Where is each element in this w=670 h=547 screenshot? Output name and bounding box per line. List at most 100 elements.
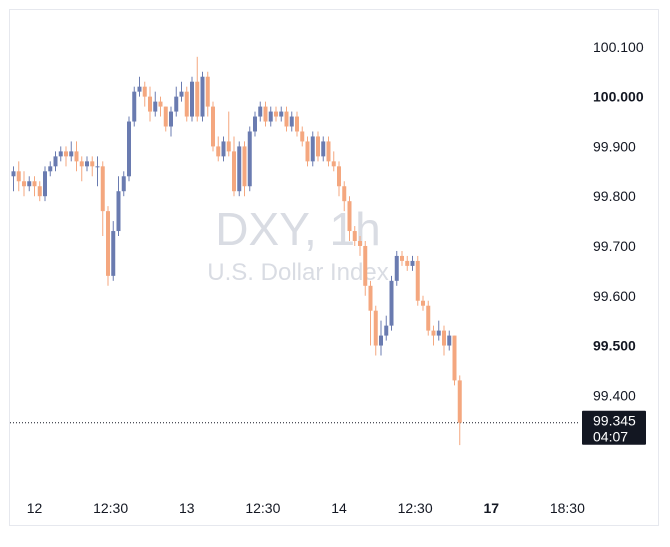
candle-down[interactable] — [16, 171, 21, 182]
candle-up[interactable] — [174, 96, 179, 112]
candle-up[interactable] — [179, 91, 184, 97]
candle-down[interactable] — [148, 96, 152, 112]
candle-down[interactable] — [242, 146, 247, 187]
candle-down[interactable] — [331, 161, 336, 167]
last-price-tag-background — [582, 410, 646, 445]
time-axis-label: 12 — [27, 500, 43, 516]
candle-down[interactable] — [300, 131, 305, 142]
candle-up[interactable] — [247, 131, 252, 187]
candle-down[interactable] — [347, 201, 352, 232]
candle-down[interactable] — [263, 106, 268, 122]
candle-down[interactable] — [337, 166, 341, 187]
candle-up[interactable] — [169, 111, 173, 127]
time-axis-label: 14 — [331, 500, 347, 516]
price-axis-label: 99.700 — [593, 238, 636, 254]
price-axis-label: 99.800 — [593, 188, 636, 204]
candle-down[interactable] — [184, 91, 189, 117]
candle-down[interactable] — [405, 260, 410, 266]
candle-up[interactable] — [58, 151, 63, 157]
candle-up[interactable] — [447, 335, 452, 346]
candle-up[interactable] — [321, 141, 326, 157]
price-axis-label: 99.600 — [593, 288, 636, 304]
candle-down[interactable] — [363, 245, 368, 286]
candle-up[interactable] — [253, 116, 257, 132]
candle-down[interactable] — [352, 231, 357, 241]
candle-down[interactable] — [452, 335, 457, 381]
candle-up[interactable] — [279, 111, 284, 117]
candle-down[interactable] — [305, 141, 310, 162]
candle-down[interactable] — [274, 111, 278, 117]
candle-down[interactable] — [415, 260, 420, 301]
candle-up[interactable] — [69, 151, 74, 157]
candle-down[interactable] — [74, 151, 79, 162]
candle-up[interactable] — [268, 111, 273, 122]
candle-down[interactable] — [442, 330, 446, 346]
candle-up[interactable] — [53, 156, 58, 167]
time-axis-label: 12:30 — [398, 500, 433, 516]
candle-up[interactable] — [153, 101, 158, 112]
candle-down[interactable] — [232, 151, 236, 192]
candle-down[interactable] — [421, 300, 425, 306]
candle-down[interactable] — [316, 136, 320, 157]
candle-down[interactable] — [426, 305, 431, 331]
chart-frame — [9, 9, 659, 526]
candle-up[interactable] — [48, 166, 53, 172]
candle-up[interactable] — [85, 161, 89, 167]
candle-down[interactable] — [158, 101, 163, 107]
candle-down[interactable] — [106, 211, 110, 276]
candle-down[interactable] — [400, 255, 404, 261]
candle-up[interactable] — [43, 171, 47, 197]
candle-down[interactable] — [79, 161, 84, 167]
candle-down[interactable] — [431, 330, 436, 336]
candle-up[interactable] — [121, 176, 126, 192]
candle-up[interactable] — [379, 335, 383, 346]
candle-down[interactable] — [342, 186, 347, 202]
candle-down[interactable] — [226, 141, 231, 152]
candle-down[interactable] — [216, 146, 221, 157]
candle-up[interactable] — [111, 231, 116, 276]
candle-down[interactable] — [326, 141, 331, 162]
candle-up[interactable] — [258, 106, 263, 117]
candle-up[interactable] — [11, 171, 16, 177]
time-axis[interactable]: 12 12:30 13 12:30 14 12:30 17 18:30 — [27, 500, 585, 516]
candle-down[interactable] — [358, 241, 362, 246]
candle-up[interactable] — [132, 91, 137, 122]
candle-down[interactable] — [195, 81, 200, 117]
candle-up[interactable] — [237, 146, 242, 192]
price-axis[interactable]: 100.100 100.000 99.900 99.800 99.700 99.600 99… — [593, 39, 644, 403]
candle-up[interactable] — [27, 181, 32, 187]
candle-up[interactable] — [389, 280, 394, 326]
candle-up[interactable] — [310, 136, 315, 162]
candle-down[interactable] — [90, 161, 95, 167]
candle-up[interactable] — [436, 330, 441, 336]
candle-up[interactable] — [221, 141, 226, 157]
candle-up[interactable] — [394, 255, 399, 281]
candle-down[interactable] — [100, 166, 105, 212]
candle-up[interactable] — [410, 260, 415, 266]
candle-down[interactable] — [163, 106, 168, 127]
candle-up[interactable] — [137, 86, 142, 92]
candle-up[interactable] — [200, 76, 205, 117]
candle-down[interactable] — [142, 86, 147, 97]
candle-down[interactable] — [37, 186, 42, 197]
candle-down[interactable] — [32, 181, 37, 187]
candle-down[interactable] — [205, 76, 210, 107]
candle-up[interactable] — [190, 81, 194, 117]
candle-down[interactable] — [368, 285, 373, 311]
candle-down[interactable] — [284, 111, 289, 127]
candle-up[interactable] — [127, 121, 131, 177]
candle-up[interactable] — [384, 325, 389, 336]
last-price-tag: 99.345 04:07 — [582, 410, 646, 445]
candle-up[interactable] — [289, 116, 294, 127]
candle-down[interactable] — [64, 151, 68, 157]
candle-down[interactable] — [22, 181, 26, 187]
candle-down[interactable] — [373, 310, 378, 346]
candle-down[interactable] — [295, 116, 299, 132]
candle-up[interactable] — [95, 166, 100, 168]
candle-up[interactable] — [116, 191, 121, 232]
candle-down[interactable] — [457, 380, 462, 423]
bar-countdown: 04:07 — [593, 429, 628, 445]
time-axis-label: 17 — [483, 500, 499, 516]
candle-down[interactable] — [211, 106, 215, 147]
